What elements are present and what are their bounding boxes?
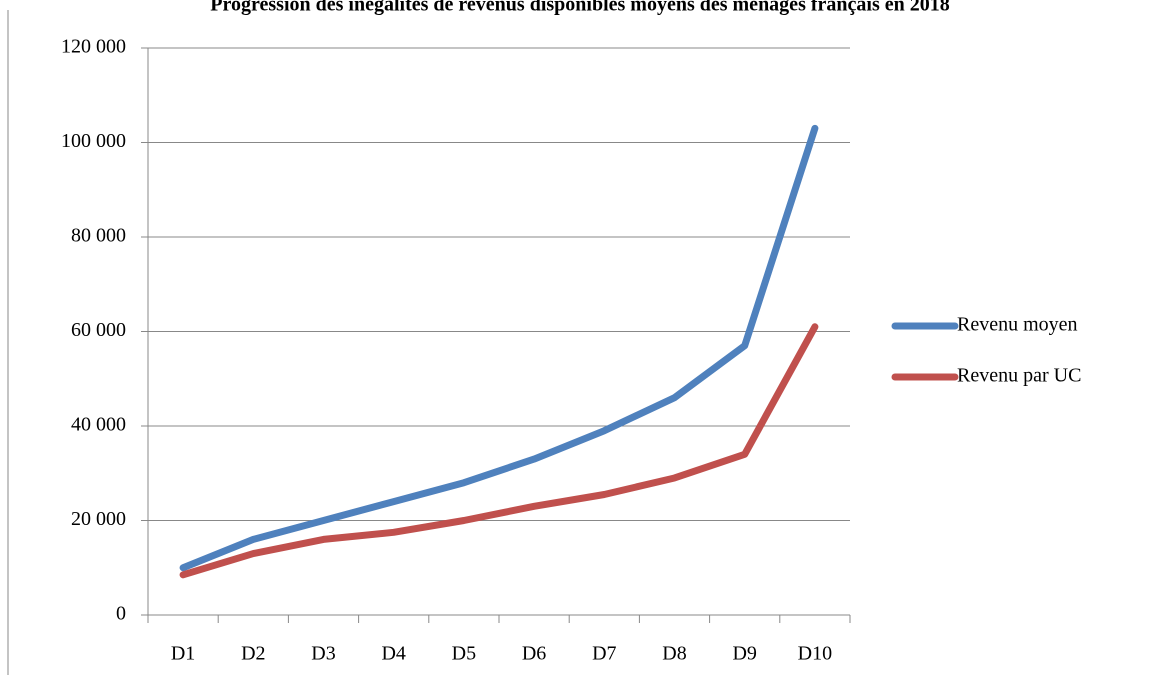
data-line: [179, 323, 819, 579]
chart-title: Progression des inégalités de revenus di…: [210, 0, 949, 16]
y-tick-label: 120 000: [61, 36, 126, 58]
x-tick-label: D2: [241, 643, 265, 665]
y-tick-label: 80 000: [71, 225, 126, 247]
x-tick-label: D6: [522, 643, 546, 665]
y-tick-label: 40 000: [71, 414, 126, 436]
x-tick-label: D3: [311, 643, 335, 665]
legend-label: Revenu moyen: [957, 314, 1078, 336]
x-tick-label: D7: [592, 643, 616, 665]
x-tick-label: D10: [798, 643, 832, 665]
legend-label: Revenu par UC: [957, 365, 1081, 387]
data-line: [179, 124, 819, 572]
y-tick-label: 100 000: [61, 130, 126, 152]
x-tick-label: D8: [662, 643, 686, 665]
x-tick-label: D1: [171, 643, 195, 665]
y-tick-label: 0: [116, 603, 126, 625]
x-tick-label: D5: [452, 643, 476, 665]
x-tick-label: D9: [732, 643, 756, 665]
y-tick-label: 60 000: [71, 319, 126, 341]
y-tick-label: 20 000: [71, 508, 126, 530]
x-tick-label: D4: [381, 643, 405, 665]
